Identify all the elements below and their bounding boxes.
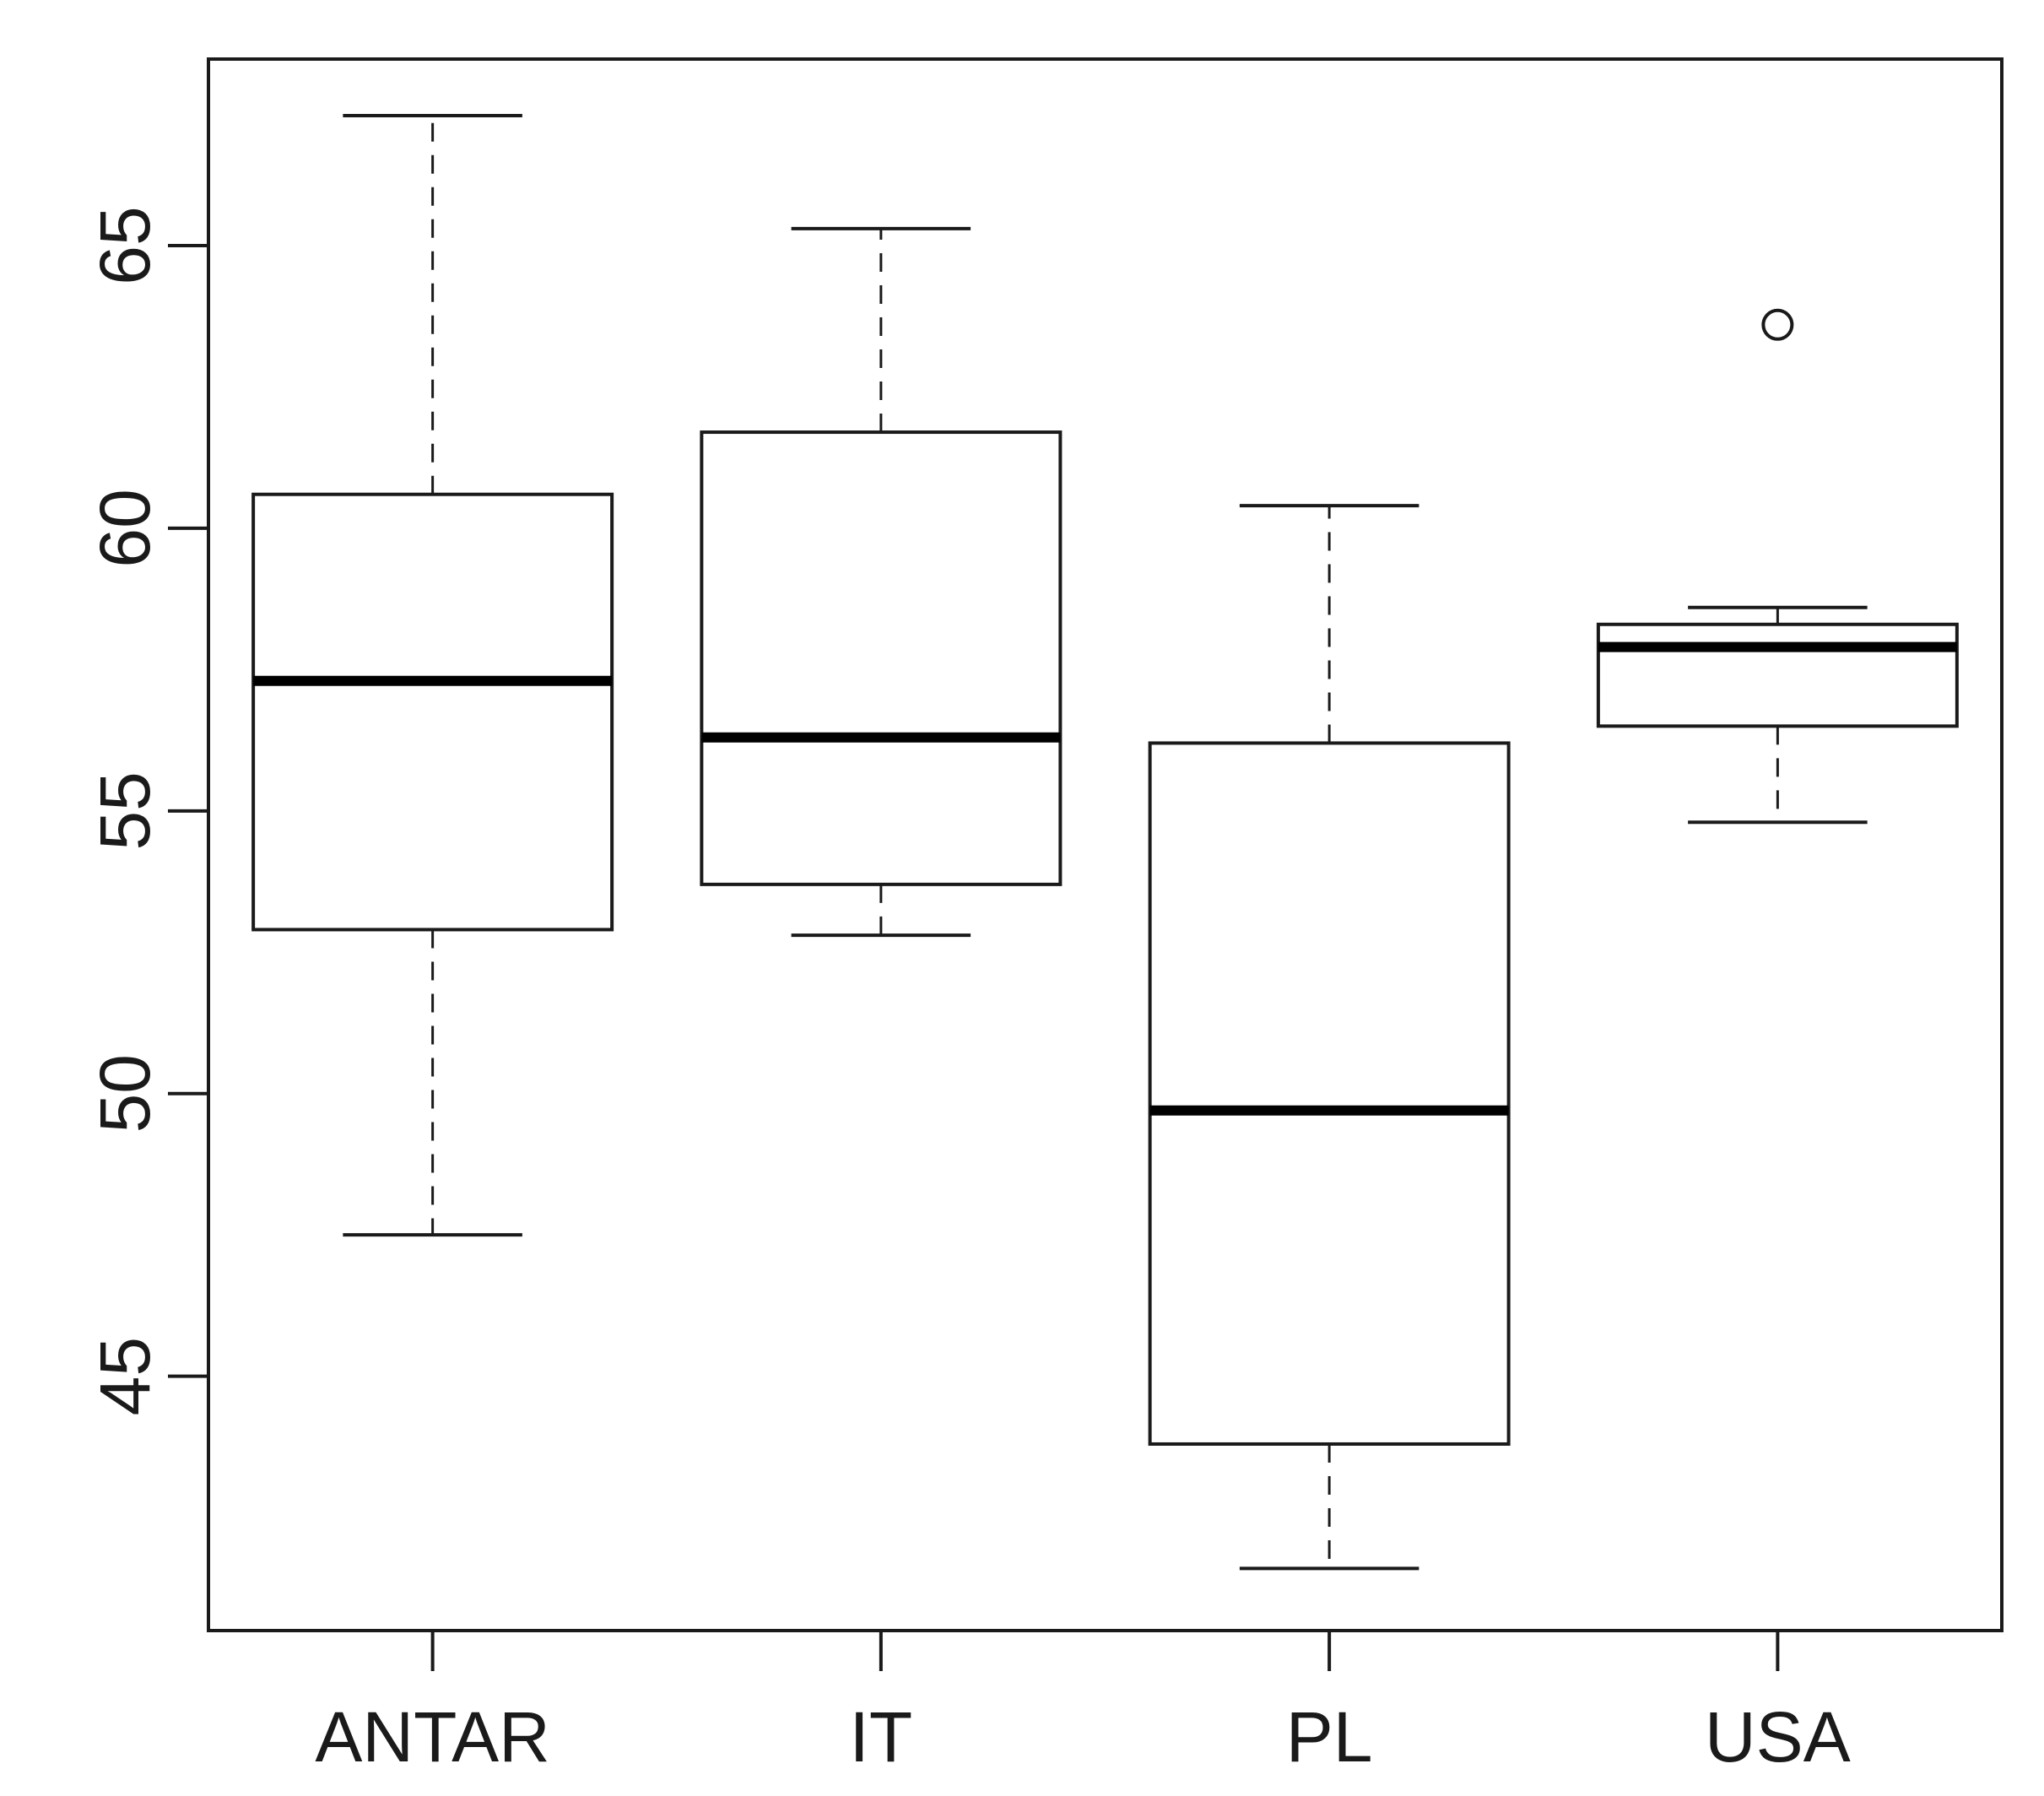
x-tick-label: ANTAR bbox=[315, 1697, 549, 1777]
iqr-box bbox=[700, 430, 1063, 886]
boxes bbox=[251, 113, 1959, 1571]
x-tick-label: PL bbox=[1286, 1697, 1373, 1777]
iqr-box bbox=[1596, 622, 1959, 728]
y-tick-label: 50 bbox=[85, 1054, 165, 1133]
box-antar bbox=[251, 113, 614, 1237]
x-axis: ANTAR IT PL USA bbox=[315, 1629, 1851, 1777]
y-tick-label: 45 bbox=[85, 1337, 165, 1415]
x-tick-label: USA bbox=[1705, 1697, 1851, 1777]
iqr-box bbox=[1148, 741, 1511, 1446]
outlier-point bbox=[1761, 308, 1794, 341]
box-pl bbox=[1148, 504, 1511, 1571]
box-usa bbox=[1596, 308, 1959, 825]
iqr-box bbox=[251, 492, 614, 932]
y-tick-label: 55 bbox=[85, 771, 165, 850]
y-tick-label: 60 bbox=[85, 489, 165, 567]
box-it bbox=[700, 226, 1063, 938]
y-axis: 45 50 55 60 65 bbox=[85, 206, 210, 1415]
x-tick-label: IT bbox=[850, 1697, 913, 1777]
y-tick-label: 65 bbox=[85, 206, 165, 284]
